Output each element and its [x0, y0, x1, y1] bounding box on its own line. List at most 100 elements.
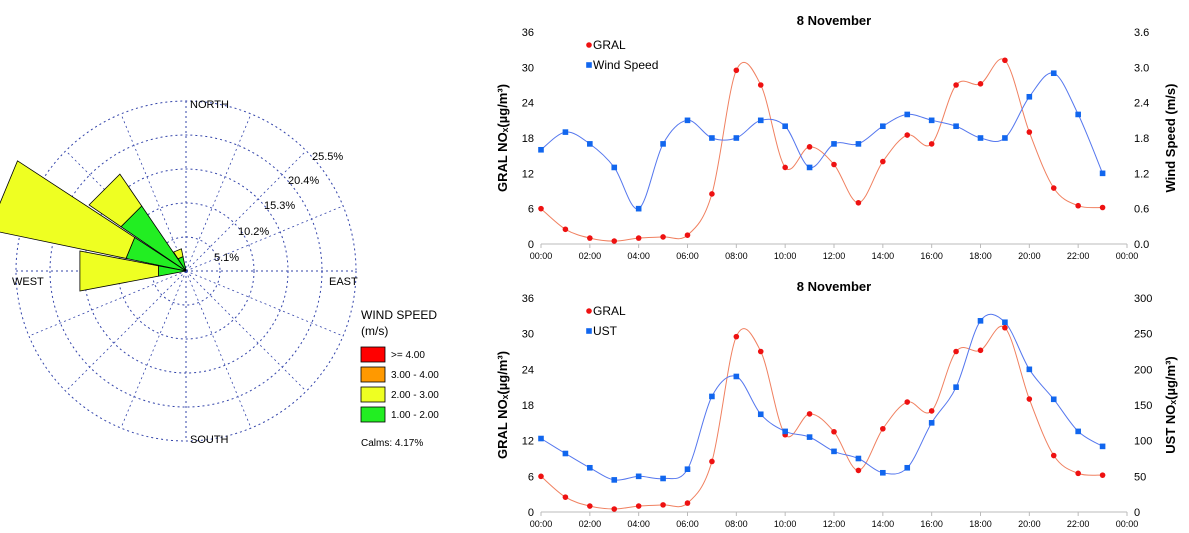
- data-point: [831, 161, 837, 168]
- data-point: [562, 129, 569, 135]
- data-point: [635, 205, 642, 212]
- y-left-tick-label: 0: [528, 507, 534, 519]
- data-point: [880, 123, 886, 130]
- rose-spoke: [120, 270, 187, 429]
- data-point: [1099, 472, 1106, 478]
- data-point: [1050, 452, 1057, 459]
- legend-label: 3.00 - 4.00: [391, 370, 439, 381]
- x-tick-label: 22:00: [1067, 251, 1090, 261]
- data-point: [660, 234, 666, 240]
- legend-marker: [586, 62, 592, 68]
- y-left-tick-label: 0: [528, 239, 534, 251]
- data-point: [757, 411, 764, 418]
- legend-swatch: [360, 346, 386, 363]
- x-tick-label: 14:00: [872, 251, 895, 261]
- x-tick-label: 04:00: [627, 251, 650, 261]
- data-point: [1099, 443, 1106, 450]
- data-point: [855, 455, 862, 462]
- data-point: [684, 466, 691, 472]
- x-tick-label: 08:00: [725, 251, 748, 261]
- data-point: [806, 144, 813, 150]
- x-tick-label: 12:00: [823, 519, 846, 529]
- data-point: [587, 141, 593, 147]
- legend-swatch: [360, 366, 386, 383]
- data-point: [562, 226, 569, 233]
- rose-petal-segment: [79, 250, 159, 292]
- y-left-tick-label: 12: [522, 168, 534, 180]
- data-point: [904, 111, 911, 118]
- rose-petal-segment: [88, 173, 143, 228]
- y-right-tick-label: 2.4: [1134, 98, 1149, 110]
- data-point: [953, 384, 959, 390]
- data-point: [855, 199, 862, 206]
- chart-title: 8 November: [797, 13, 871, 28]
- x-tick-label: 10:00: [774, 251, 797, 261]
- legend-label: GRAL: [593, 38, 626, 52]
- x-tick-label: 00:00: [530, 519, 553, 529]
- y-right-tick-label: 200: [1134, 364, 1152, 376]
- data-point: [684, 117, 691, 124]
- x-tick-label: 18:00: [969, 251, 992, 261]
- legend-label: UST: [593, 324, 618, 338]
- x-tick-label: 00:00: [1116, 519, 1139, 529]
- y-left-tick-label: 36: [522, 27, 534, 39]
- y-right-tick-label: 50: [1134, 471, 1146, 483]
- data-point: [1026, 366, 1033, 373]
- data-point: [977, 347, 984, 354]
- data-point: [611, 477, 618, 483]
- wind-rose-labels: NORTH SOUTH EAST WEST 5.1% 10.2% 15.3% 2…: [12, 99, 358, 446]
- rose-spoke: [120, 113, 187, 272]
- legend-label: Wind Speed: [593, 58, 658, 72]
- data-point: [757, 348, 764, 355]
- data-point: [684, 232, 691, 238]
- data-point: [562, 450, 569, 457]
- data-point: [880, 469, 886, 476]
- rose-spoke: [185, 270, 252, 429]
- y-left-tick-label: 6: [528, 204, 534, 216]
- x-tick-label: 20:00: [1018, 519, 1041, 529]
- x-tick-label: 18:00: [969, 519, 992, 529]
- data-point: [855, 467, 862, 474]
- line-chart-ust: 8 November 0 6 12 18 24 30 36 0 50 100 150 200 250 300…: [495, 279, 1178, 529]
- series-line-gral: [540, 325, 1103, 510]
- chart-title: 8 November: [797, 279, 871, 294]
- data-point: [1002, 319, 1008, 326]
- legend-label: >= 4.00: [391, 350, 425, 361]
- x-tick-label: 00:00: [530, 251, 553, 261]
- data-point: [660, 475, 666, 482]
- data-point: [806, 164, 813, 171]
- series-line-gral: [540, 58, 1103, 242]
- x-tick-label: 16:00: [920, 251, 943, 261]
- data-point: [1050, 396, 1057, 403]
- data-point: [1050, 70, 1057, 77]
- data-point: [782, 164, 788, 171]
- x-tick-label: 22:00: [1067, 519, 1090, 529]
- data-point: [880, 425, 886, 432]
- data-point: [660, 502, 666, 508]
- data-point: [953, 348, 959, 355]
- calms-label: Calms: 4.17%: [361, 438, 423, 449]
- x-tick-label: 02:00: [579, 251, 602, 261]
- series-line-ust: [540, 313, 1103, 481]
- x-tick-label: 10:00: [774, 519, 797, 529]
- data-point: [733, 135, 740, 141]
- y-right-axis-label: Wind Speed (m/s): [1163, 84, 1178, 193]
- data-point: [977, 135, 984, 141]
- data-point: [928, 420, 935, 426]
- ring-label: 20.4%: [288, 175, 319, 187]
- legend-label: 1.00 - 2.00: [391, 410, 439, 421]
- data-point: [782, 428, 788, 435]
- y-right-tick-label: 1.8: [1134, 133, 1149, 145]
- y-left-tick-label: 24: [522, 364, 534, 376]
- data-point: [1075, 428, 1081, 435]
- wind-rose-petals: [0, 160, 187, 292]
- data-point: [635, 473, 642, 480]
- y-left-tick-label: 36: [522, 293, 534, 305]
- rose-spoke: [185, 270, 344, 337]
- legend-marker: [586, 42, 592, 48]
- x-tick-label: 12:00: [823, 251, 846, 261]
- x-tick-label: 08:00: [725, 519, 748, 529]
- y-left-tick-label: 30: [522, 62, 534, 74]
- data-point: [611, 238, 618, 244]
